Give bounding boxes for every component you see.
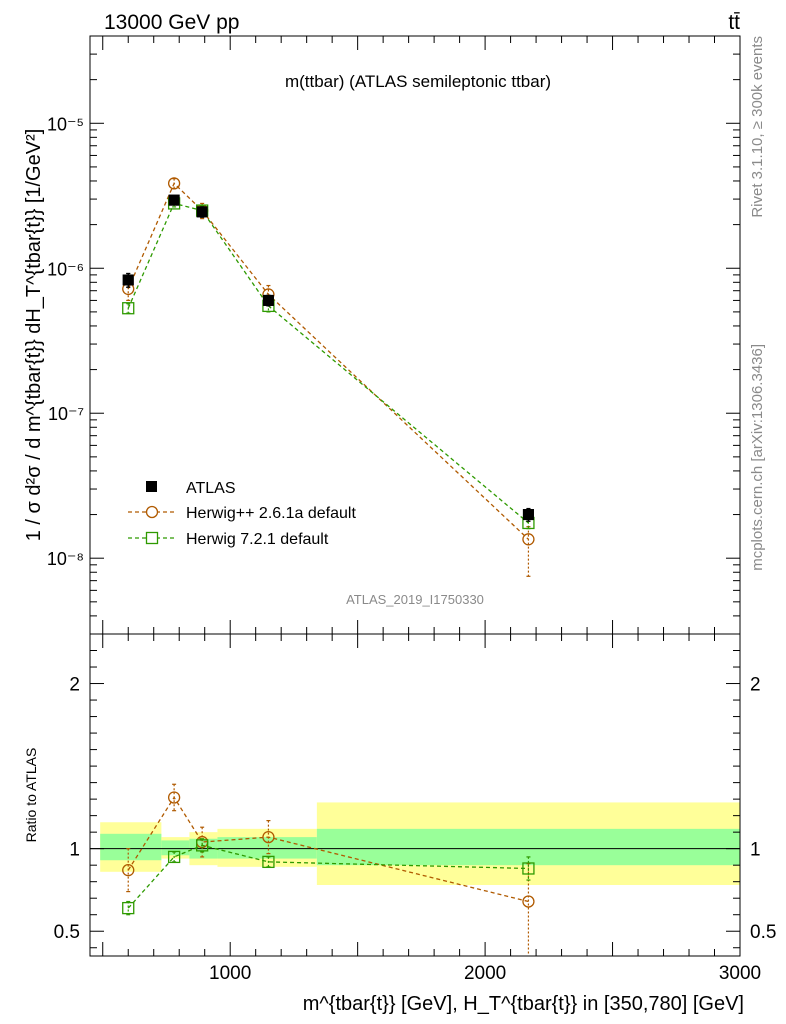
ratio-herwigpp-point [122, 863, 135, 877]
main-herwig7-point [122, 302, 135, 315]
ratio-herwig7-point [262, 855, 275, 869]
legend: ATLAS Herwig++ 2.6.1a default Herwig 7.2… [128, 480, 356, 548]
legend-label-herwigpp: Herwig++ 2.6.1a default [186, 505, 356, 522]
ratio-y-tick-label: 1 [69, 840, 80, 861]
main-y-axis-label: 1 / σ d²σ / d m^{tbar{t}} dH_T^{tbar{t}}… [23, 129, 45, 542]
ratio-y-tick-label-right: 0.5 [750, 922, 776, 943]
ratio-plot-content [90, 783, 740, 956]
x-axis-label: m^{tbar{t}} [GeV], H_T^{tbar{t}} in [350… [303, 993, 744, 1015]
ratio-herwig7-point [122, 901, 135, 915]
ratio-ticks: 1000 2000 3000 0.5 0.5 1 1 2 2 [54, 634, 776, 984]
legend-entry-herwigpp: Herwig++ 2.6.1a default [128, 505, 356, 522]
ratio-panel: 1000 2000 3000 0.5 0.5 1 1 2 2 Ratio to ATLAS m^… [23, 633, 776, 1015]
energy-label: 13000 GeV pp [104, 11, 239, 34]
ratio-frame [89, 633, 741, 957]
analysis-watermark: ATLAS_2019_I1750330 [346, 592, 484, 607]
plot-title: m(ttbar) (ATLAS semileptonic ttbar) [285, 72, 551, 91]
main-y-tick-label: 10⁻⁶ [47, 259, 84, 279]
ratio-herwigpp-line [127, 796, 529, 903]
ratio-herwigpp-point [522, 895, 535, 908]
ratio-y-tick-label-right: 2 [750, 675, 761, 696]
legend-marker-herwigpp [145, 505, 159, 519]
ratio-y-axis-label: Ratio to ATLAS [23, 748, 39, 843]
main-y-tick-label: 10⁻⁸ [47, 549, 84, 569]
legend-label-atlas: ATLAS [186, 480, 236, 497]
main-ticks: 10⁻⁸ 10⁻⁷ 10⁻⁶ 10⁻⁵ [47, 35, 741, 635]
main-y-axis-label-text: 1 / σ d²σ / d m^{tbar{t}} dH_T^{tbar{t}}… [23, 129, 45, 542]
main-herwigpp-point [522, 533, 535, 546]
main-y-tick-label: 10⁻⁷ [48, 404, 84, 424]
x-tick-label: 2000 [464, 963, 506, 984]
ratio-herwig7-point [522, 862, 535, 875]
legend-entry-atlas: ATLAS [146, 480, 236, 497]
ratio-herwig7-line [127, 844, 529, 909]
ratio-band-inner [316, 828, 740, 866]
ratio-herwigpp-point [262, 830, 275, 844]
main-herwigpp-point [167, 177, 181, 190]
ratio-herwig7-point [167, 850, 181, 864]
main-panel: 10⁻⁸ 10⁻⁷ 10⁻⁶ 10⁻⁵ m(ttbar) (ATLAS semilep… [23, 35, 741, 635]
ratio-band-inner [100, 833, 162, 861]
main-herwig7-line [127, 202, 529, 524]
legend-marker-herwig7 [145, 531, 159, 545]
ratio-y-tick-label: 2 [69, 675, 80, 696]
process-label: tt̄ [728, 11, 740, 34]
legend-marker-atlas [146, 481, 157, 492]
ratio-band-inner [217, 837, 317, 859]
ratio-y-tick-label: 0.5 [54, 922, 80, 943]
main-y-tick-label: 10⁻⁵ [47, 114, 84, 134]
ratio-herwigpp-point [167, 791, 181, 804]
mcplots-label: mcplots.cern.ch [arXiv:1306.3436] [749, 344, 766, 571]
main-plot-content [122, 177, 535, 577]
legend-entry-herwig7: Herwig 7.2.1 default [128, 531, 329, 548]
x-tick-label: 3000 [719, 963, 761, 984]
ratio-herwig7-point [196, 839, 209, 852]
ratio-y-tick-label-right: 1 [750, 840, 761, 861]
legend-label-herwig7: Herwig 7.2.1 default [186, 531, 329, 548]
main-atlas-top-point [196, 206, 208, 218]
main-atlas-top-point [122, 274, 134, 286]
rivet-label: Rivet 3.1.10, ≥ 300k events [749, 36, 766, 218]
x-tick-label: 1000 [209, 963, 251, 984]
main-atlas-top-point [522, 509, 534, 521]
main-atlas-top-point [168, 194, 180, 206]
main-atlas-top-point [262, 294, 274, 306]
